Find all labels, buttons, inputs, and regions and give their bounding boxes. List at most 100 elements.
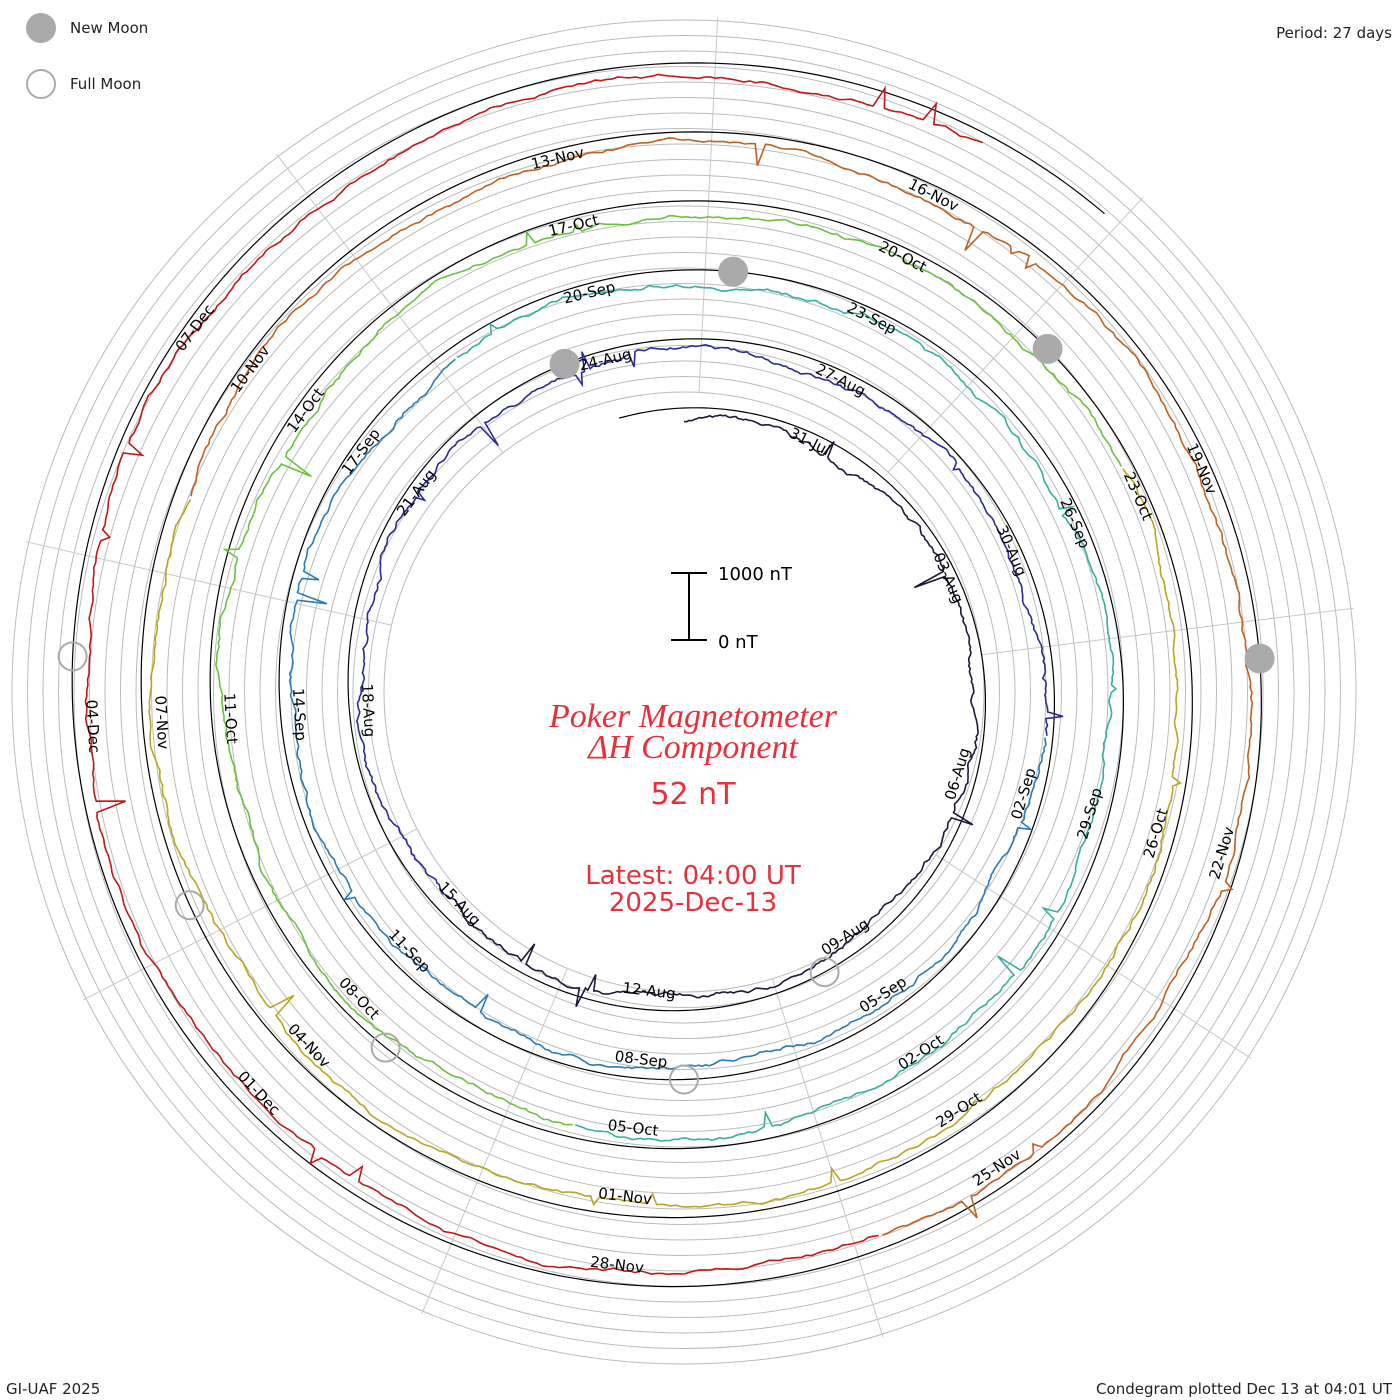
trace-series bbox=[148, 468, 1182, 1208]
ring-circle bbox=[213, 221, 1155, 1163]
date-label: 12-Aug bbox=[621, 979, 676, 1003]
spoke-line bbox=[698, 17, 719, 393]
current-value: 52 nT bbox=[650, 777, 736, 812]
date-label: 17-Sep bbox=[338, 425, 384, 478]
legend-new-moon: New Moon bbox=[26, 13, 148, 43]
ring-circle bbox=[290, 298, 1078, 1086]
ring-circle bbox=[368, 376, 1000, 1008]
full-moon-marker bbox=[370, 1032, 401, 1063]
latest-date: 2025-Dec-13 bbox=[609, 888, 777, 918]
new-moon-marker bbox=[1032, 333, 1063, 364]
date-label: 23-Oct bbox=[1120, 469, 1157, 523]
date-label: 05-Oct bbox=[607, 1116, 660, 1140]
ring-circle bbox=[73, 81, 1295, 1303]
ring-circle bbox=[42, 50, 1326, 1334]
new-moon-marker bbox=[1244, 643, 1275, 674]
chart-title: Poker Magnetometer bbox=[548, 698, 838, 735]
date-label: 29-Oct bbox=[933, 1088, 985, 1131]
date-label: 29-Sep bbox=[1073, 786, 1105, 842]
latest-time: Latest: 04:00 UT bbox=[585, 861, 801, 891]
ring-circle bbox=[182, 190, 1186, 1194]
spoke-line bbox=[771, 978, 884, 1338]
chart-traces bbox=[84, 73, 1254, 1276]
spoke-line bbox=[981, 607, 1354, 656]
chart-moons bbox=[57, 256, 1275, 1095]
trace-series bbox=[190, 137, 1254, 1236]
chart-baselines bbox=[71, 62, 1262, 1288]
trace-series bbox=[288, 358, 1047, 1070]
date-label: 14-Oct bbox=[283, 384, 328, 436]
trace-series bbox=[84, 73, 984, 1276]
date-label: 25-Nov bbox=[969, 1145, 1024, 1190]
full-moon-icon bbox=[26, 69, 56, 99]
date-label: 19-Nov bbox=[1183, 440, 1221, 497]
spoke-line bbox=[276, 153, 504, 454]
date-label: 02-Sep bbox=[1007, 766, 1039, 822]
date-label: 09-Aug bbox=[818, 915, 873, 959]
footer-plot-time: Condegram plotted Dec 13 at 04:01 UT bbox=[1096, 1380, 1392, 1398]
spoke-line bbox=[83, 828, 418, 1001]
date-label: 06-Aug bbox=[941, 746, 974, 802]
scale-bar bbox=[671, 572, 707, 641]
ring-circle bbox=[120, 128, 1248, 1256]
full-moon-label: Full Moon bbox=[70, 75, 142, 93]
date-label: 11-Oct bbox=[220, 693, 241, 745]
date-label: 14-Sep bbox=[289, 688, 310, 742]
ring-circle bbox=[352, 360, 1016, 1024]
scale-bottom-label: 0 nT bbox=[718, 632, 759, 653]
ring-circle bbox=[275, 283, 1093, 1101]
ring-circle bbox=[383, 391, 985, 993]
date-label: 15-Aug bbox=[435, 878, 485, 929]
baseline-spiral bbox=[71, 62, 1262, 1288]
ring-circle bbox=[337, 345, 1031, 1039]
ring-circle bbox=[135, 143, 1233, 1241]
trace-series bbox=[456, 284, 1118, 1142]
trace-series bbox=[452, 414, 979, 1008]
date-label: 04-Nov bbox=[284, 1020, 334, 1072]
footer-credit: GI-UAF 2025 bbox=[6, 1380, 101, 1398]
full-moon-marker bbox=[174, 890, 205, 921]
spoke-line bbox=[25, 541, 392, 626]
new-moon-icon bbox=[26, 13, 56, 43]
ring-circle bbox=[306, 314, 1062, 1070]
date-label: 01-Dec bbox=[234, 1067, 284, 1118]
date-label: 20-Sep bbox=[562, 278, 618, 308]
date-label: 20-Oct bbox=[876, 237, 930, 276]
date-label: 17-Oct bbox=[547, 211, 601, 240]
full-moon-marker bbox=[669, 1064, 699, 1095]
ring-circle bbox=[197, 205, 1171, 1179]
date-label: 31-Jul bbox=[786, 424, 833, 460]
date-label: 18-Aug bbox=[358, 683, 379, 737]
ring-circle bbox=[58, 66, 1310, 1318]
ring-circle bbox=[228, 236, 1140, 1148]
chart-subtitle: ΔH Component bbox=[586, 729, 799, 766]
legend-full-moon: Full Moon bbox=[26, 69, 141, 99]
full-moon-marker bbox=[57, 641, 88, 672]
trace-series bbox=[215, 215, 1123, 1126]
date-label: 28-Nov bbox=[589, 1253, 645, 1277]
date-label: 07-Nov bbox=[151, 695, 172, 750]
date-label: 22-Nov bbox=[1205, 825, 1238, 882]
new-moon-label: New Moon bbox=[70, 19, 149, 37]
date-label: 26-Oct bbox=[1140, 806, 1172, 860]
ring-circle bbox=[27, 35, 1341, 1349]
date-label: 30-Aug bbox=[993, 523, 1031, 579]
ring-circle bbox=[151, 159, 1217, 1225]
spoke-line bbox=[421, 968, 568, 1315]
date-label: 05-Sep bbox=[856, 973, 910, 1017]
new-moon-marker bbox=[549, 348, 580, 379]
ring-circle bbox=[166, 174, 1202, 1210]
full-moon-marker bbox=[809, 957, 840, 988]
ring-circle bbox=[11, 19, 1357, 1365]
ring-circle bbox=[259, 267, 1109, 1117]
date-label: 01-Nov bbox=[597, 1184, 653, 1208]
trace-series bbox=[355, 343, 1064, 899]
date-label: 16-Nov bbox=[905, 175, 961, 215]
date-label: 10-Nov bbox=[227, 342, 274, 396]
scale-top-label: 1000 nT bbox=[718, 564, 793, 585]
date-label: 26-Sep bbox=[1056, 496, 1093, 552]
new-moon-marker bbox=[718, 256, 749, 287]
date-label: 07-Dec bbox=[172, 301, 218, 355]
ring-circle bbox=[104, 112, 1264, 1272]
